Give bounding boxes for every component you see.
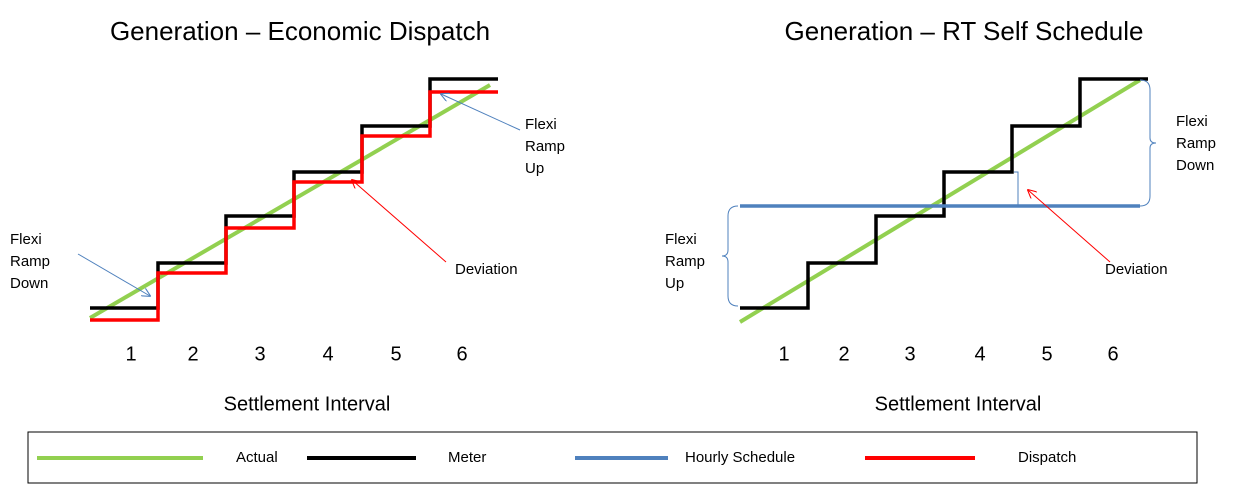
legend-label: Meter — [448, 449, 486, 466]
annotation: Ramp — [10, 253, 50, 270]
annotation: Ramp — [525, 138, 565, 155]
arrow — [1028, 190, 1111, 263]
annotation: Ramp — [665, 253, 705, 270]
bracket — [1014, 171, 1019, 207]
annotation: Ramp — [1176, 135, 1216, 152]
dispatch-line — [90, 90, 498, 322]
brace — [721, 205, 739, 307]
brace — [1139, 79, 1157, 207]
interval-label: 3 — [254, 343, 265, 365]
arrow — [441, 94, 521, 131]
interval-label: 6 — [1107, 343, 1118, 365]
panel-title: Generation – Economic Dispatch — [110, 16, 490, 46]
annotation: Flexi — [10, 231, 42, 248]
interval-label: 2 — [187, 343, 198, 365]
legend-label: Hourly Schedule — [685, 449, 795, 466]
meter-line — [740, 77, 1148, 310]
annotation: Up — [665, 275, 684, 292]
axis-label: Settlement Interval — [875, 393, 1042, 415]
annotation: Flexi — [525, 116, 557, 133]
interval-label: 1 — [778, 343, 789, 365]
annotation: Down — [1176, 157, 1214, 174]
interval-label: 3 — [904, 343, 915, 365]
annotation: Deviation — [455, 261, 518, 278]
interval-label: 5 — [390, 343, 401, 365]
panel-title: Generation – RT Self Schedule — [785, 16, 1144, 46]
interval-label: 6 — [456, 343, 467, 365]
annotation: Up — [525, 160, 544, 177]
interval-label: 1 — [125, 343, 136, 365]
interval-label: 5 — [1041, 343, 1052, 365]
annotation: Deviation — [1105, 261, 1168, 278]
interval-label: 2 — [838, 343, 849, 365]
annotation: Flexi — [1176, 113, 1208, 130]
interval-label: 4 — [974, 343, 985, 365]
annotation: Flexi — [665, 231, 697, 248]
interval-label: 4 — [322, 343, 333, 365]
arrow — [352, 180, 447, 263]
annotation: Down — [10, 275, 48, 292]
arrow — [77, 253, 150, 296]
axis-label: Settlement Interval — [224, 393, 391, 415]
legend-label: Actual — [236, 449, 278, 466]
legend-label: Dispatch — [1018, 449, 1076, 466]
